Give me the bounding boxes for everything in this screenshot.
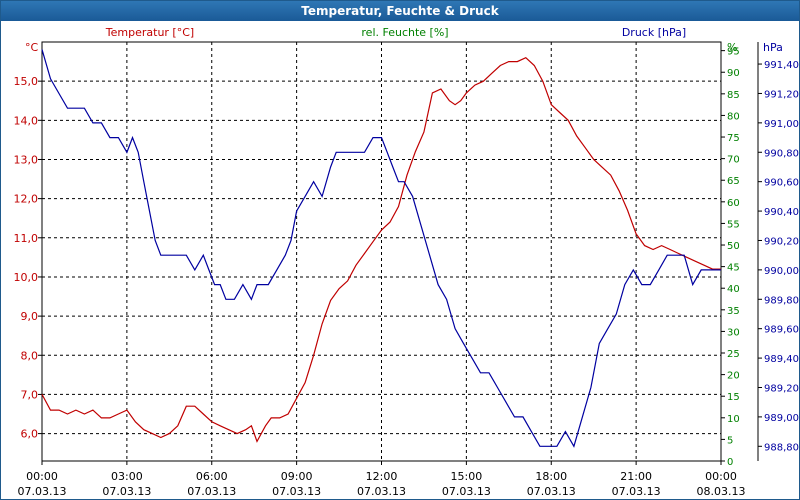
humidity-tick-label: 15 (727, 392, 740, 403)
window-title: Temperatur, Feuchte & Druck (1, 1, 799, 21)
humidity-tick-label: 65 (727, 176, 740, 187)
x-tick-label-time: 09:00 (281, 470, 313, 483)
x-tick-label-date: 08.03.13 (697, 485, 746, 498)
pressure-tick-label: 989,40 (764, 354, 799, 365)
humidity-tick-label: 70 (727, 155, 740, 166)
x-tick-label-date: 07.03.13 (442, 485, 491, 498)
pressure-tick-label: 989,00 (764, 413, 799, 424)
temperature-tick-label: 14,0 (14, 114, 39, 127)
x-tick-label-date: 07.03.13 (357, 485, 406, 498)
humidity-tick-label: 45 (727, 263, 740, 274)
x-tick-label-time: 21:00 (620, 470, 652, 483)
x-tick-label-date: 07.03.13 (187, 485, 236, 498)
pressure-tick-label: 990,60 (764, 178, 799, 189)
humidity-tick-label: 85 (727, 90, 740, 101)
humidity-tick-label: 35 (727, 306, 740, 317)
humidity-tick-label: 0 (727, 457, 733, 468)
x-tick-label-date: 07.03.13 (102, 485, 151, 498)
temperature-tick-label: 7,0 (21, 388, 39, 401)
pressure-tick-label: 990,00 (764, 266, 799, 277)
pressure-tick-label: 991,00 (764, 119, 799, 130)
humidity-tick-label: 25 (727, 349, 740, 360)
series-line-druck (41, 49, 721, 448)
x-tick-label-date: 07.03.13 (272, 485, 321, 498)
pressure-tick-label: 991,20 (764, 89, 799, 100)
humidity-tick-label: 80 (727, 111, 740, 122)
humidity-tick-label: 5 (727, 435, 733, 446)
humidity-tick-label: 75 (727, 133, 740, 144)
humidity-tick-label: 60 (727, 198, 740, 209)
humidity-tick-label: 90 (727, 68, 740, 79)
temperature-tick-label: 9,0 (21, 310, 39, 323)
humidity-tick-label: 10 (727, 414, 740, 425)
x-tick-label-date: 07.03.13 (18, 485, 67, 498)
temperature-tick-label: 13,0 (14, 153, 39, 166)
series-line-temperatur (41, 56, 721, 443)
x-tick-label-time: 00:00 (705, 470, 737, 483)
pressure-tick-label: 988,80 (764, 442, 799, 453)
temperature-tick-label: 12,0 (14, 193, 39, 206)
temperature-tick-label: 11,0 (14, 232, 39, 245)
temperature-axis-label: Temperatur [°C] (105, 26, 194, 39)
pressure-unit-label: hPa (763, 41, 783, 54)
humidity-tick-label: 40 (727, 284, 740, 295)
x-tick-label-time: 15:00 (451, 470, 483, 483)
temperature-tick-label: 8,0 (21, 349, 39, 362)
temperature-tick-label: 6,0 (21, 428, 39, 441)
humidity-tick-label: 55 (727, 219, 740, 230)
x-tick-label-date: 07.03.13 (527, 485, 576, 498)
pressure-tick-label: 989,20 (764, 383, 799, 394)
temperature-tick-label: 15,0 (14, 75, 39, 88)
pressure-tick-label: 991,40 (764, 60, 799, 71)
x-tick-label-date: 07.03.13 (612, 485, 661, 498)
pressure-tick-label: 989,80 (764, 295, 799, 306)
x-tick-label-time: 12:00 (366, 470, 398, 483)
pressure-tick-label: 990,80 (764, 148, 799, 159)
x-tick-label-time: 06:00 (196, 470, 228, 483)
x-tick-label-time: 03:00 (111, 470, 143, 483)
humidity-unit-label: % (727, 41, 737, 54)
pressure-tick-label: 990,40 (764, 207, 799, 218)
humidity-tick-label: 50 (727, 241, 740, 252)
pressure-tick-label: 990,20 (764, 236, 799, 247)
humidity-tick-label: 20 (727, 371, 740, 382)
temperature-unit-label: °C (25, 41, 39, 54)
humidity-tick-label: 95 (727, 47, 740, 58)
x-tick-label-time: 18:00 (535, 470, 567, 483)
pressure-axis-label: Druck [hPa] (622, 26, 686, 39)
humidity-axis-label: rel. Feuchte [%] (361, 26, 448, 39)
x-tick-label-time: 00:00 (26, 470, 58, 483)
temperature-tick-label: 10,0 (14, 271, 39, 284)
humidity-tick-label: 30 (727, 327, 740, 338)
pressure-tick-label: 989,60 (764, 325, 799, 336)
